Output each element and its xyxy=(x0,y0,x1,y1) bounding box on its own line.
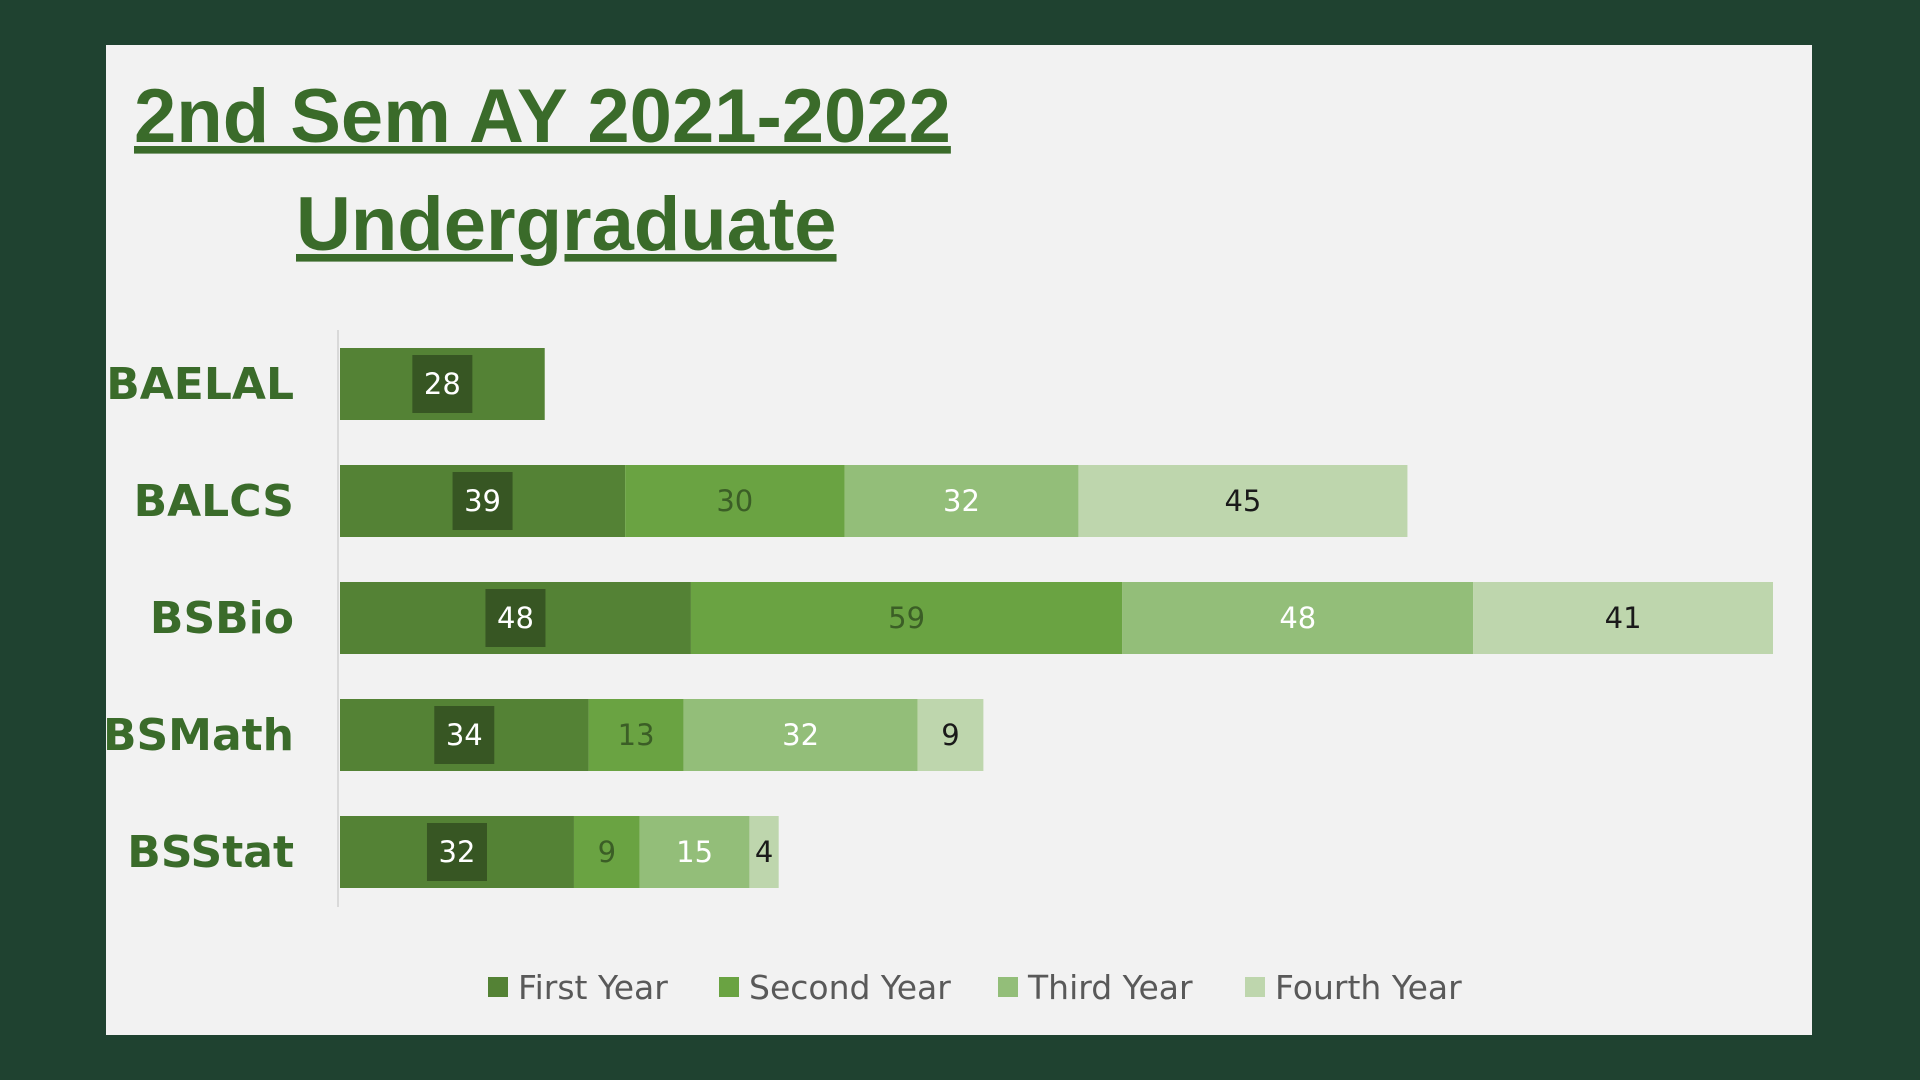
legend: First Year Second Year Third Year Fourth Ye… xyxy=(488,968,1462,1007)
chart-title-line-1: 2nd Sem AY 2021-2022 xyxy=(134,74,951,159)
bar-segment xyxy=(1473,582,1773,654)
bar-segment xyxy=(639,816,750,888)
legend-swatch xyxy=(998,977,1018,997)
legend-label: First Year xyxy=(518,968,668,1007)
data-label: 9 xyxy=(941,718,959,752)
bar-segment xyxy=(917,699,984,771)
legend-label: Third Year xyxy=(1027,968,1193,1007)
data-label: 39 xyxy=(464,484,501,518)
data-label: 48 xyxy=(1279,601,1316,635)
data-label: 41 xyxy=(1605,601,1642,635)
data-label: 32 xyxy=(782,718,819,752)
legend-swatch xyxy=(1245,977,1265,997)
data-label: 28 xyxy=(424,367,461,401)
data-label: 45 xyxy=(1224,484,1261,518)
data-label: 32 xyxy=(943,484,980,518)
data-label: 13 xyxy=(618,718,655,752)
data-label: 15 xyxy=(676,835,713,869)
category-label: BSMath xyxy=(106,710,294,761)
bar-segment xyxy=(625,465,845,537)
data-label-box xyxy=(426,823,487,881)
data-label: 4 xyxy=(755,835,773,869)
data-label: 34 xyxy=(446,718,483,752)
data-label-box xyxy=(434,706,495,764)
data-label: 9 xyxy=(598,835,616,869)
data-label-box xyxy=(485,589,546,647)
legend-swatch xyxy=(719,977,739,997)
category-label: BAELAL xyxy=(106,359,294,410)
legend-label: Fourth Year xyxy=(1275,968,1462,1007)
legend-swatch xyxy=(488,977,508,997)
category-label: BSStat xyxy=(127,827,294,878)
bar-segment xyxy=(690,582,1123,654)
data-label: 30 xyxy=(716,484,753,518)
data-label: 32 xyxy=(439,835,476,869)
bar-segment xyxy=(1078,465,1408,537)
chart-title-line-2: Undergraduate xyxy=(296,182,837,267)
bars-group: 28 39 30 32 45 48 59 48 41 34 13 32 9 32 9 15 4 xyxy=(340,348,1773,888)
data-label-box xyxy=(412,355,473,413)
category-labels: BAELAL BALCS BSBio BSMath BSStat xyxy=(106,359,294,878)
data-label-box xyxy=(452,472,513,530)
category-label: BSBio xyxy=(150,593,294,644)
category-label: BALCS xyxy=(134,476,294,527)
stacked-bar-chart: 2nd Sem AY 2021-2022 Undergraduate 28 39 3… xyxy=(106,74,1773,1007)
bar-segment xyxy=(1122,582,1474,654)
bar-segment xyxy=(844,465,1079,537)
chart-panel: 2nd Sem AY 2021-2022 Undergraduate 28 39 3… xyxy=(106,45,1812,1035)
bar-segment xyxy=(683,699,918,771)
legend-label: Second Year xyxy=(749,968,951,1007)
data-label: 48 xyxy=(497,601,534,635)
data-label: 59 xyxy=(888,601,925,635)
bar-segment xyxy=(749,816,779,888)
bar-segment xyxy=(573,816,640,888)
bar-segment xyxy=(588,699,684,771)
